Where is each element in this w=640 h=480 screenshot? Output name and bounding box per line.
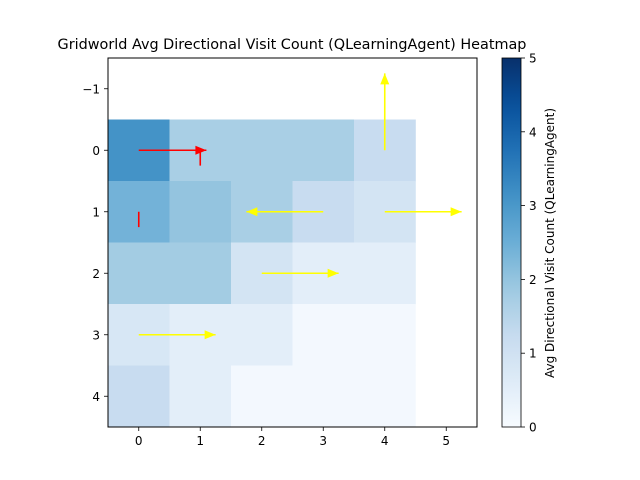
x-tick-label: 4 xyxy=(381,434,389,448)
heatmap-cell xyxy=(231,304,293,366)
x-tick-label: 5 xyxy=(442,434,450,448)
plot-frame xyxy=(107,57,478,428)
heatmap-cell xyxy=(292,304,355,366)
colorbar-tick-label: 5 xyxy=(529,52,537,66)
y-axis: −1 0 1 2 3 4 xyxy=(82,82,108,404)
heatmap-cell xyxy=(354,304,416,366)
heatmap-cell xyxy=(169,242,232,305)
arrow-head xyxy=(204,330,216,340)
x-tick-label: 2 xyxy=(258,434,266,448)
heatmap-cell xyxy=(292,365,355,428)
arrow-head xyxy=(327,268,339,278)
arrow-head xyxy=(246,207,258,217)
arrow-head xyxy=(450,207,462,217)
heatmap-cell xyxy=(354,242,416,305)
heatmap-cell xyxy=(231,365,293,428)
colorbar-label: Avg Directional Visit Count (QLearningAg… xyxy=(543,108,557,378)
colorbar-bar xyxy=(501,57,522,428)
heatmap-cell xyxy=(169,365,232,428)
heatmap-cell xyxy=(231,119,293,182)
x-tick-label: 0 xyxy=(135,434,143,448)
y-tick-label: 0 xyxy=(92,144,100,158)
heatmap-cell xyxy=(108,242,170,305)
y-tick-label: 1 xyxy=(92,205,100,219)
x-tick-label: 3 xyxy=(319,434,327,448)
colorbar-tick-label: 2 xyxy=(529,273,537,287)
colorbar-tick-label: 1 xyxy=(529,347,537,361)
x-tick-label: 1 xyxy=(196,434,204,448)
x-axis: 0 1 2 3 4 5 xyxy=(135,427,450,448)
heatmap-cell xyxy=(354,365,416,428)
colorbar-tick-label: 0 xyxy=(529,421,537,435)
y-tick-label: 3 xyxy=(92,328,100,342)
plot-area xyxy=(108,119,416,428)
y-tick-label: 2 xyxy=(92,267,100,281)
heatmap-cell xyxy=(292,119,355,182)
colorbar-tick-label: 4 xyxy=(529,125,537,139)
colorbar-tick-label: 3 xyxy=(529,199,537,213)
y-tick-label: 4 xyxy=(92,390,100,404)
y-tick-label: −1 xyxy=(82,82,100,96)
chart-title: Gridworld Avg Directional Visit Count (Q… xyxy=(58,37,527,53)
heatmap-cell xyxy=(169,181,232,243)
arrow-head xyxy=(380,73,390,85)
heatmap-cell xyxy=(108,365,170,428)
colorbar: 0 1 2 3 4 5 xyxy=(501,52,537,435)
arrow-layer xyxy=(137,73,462,340)
